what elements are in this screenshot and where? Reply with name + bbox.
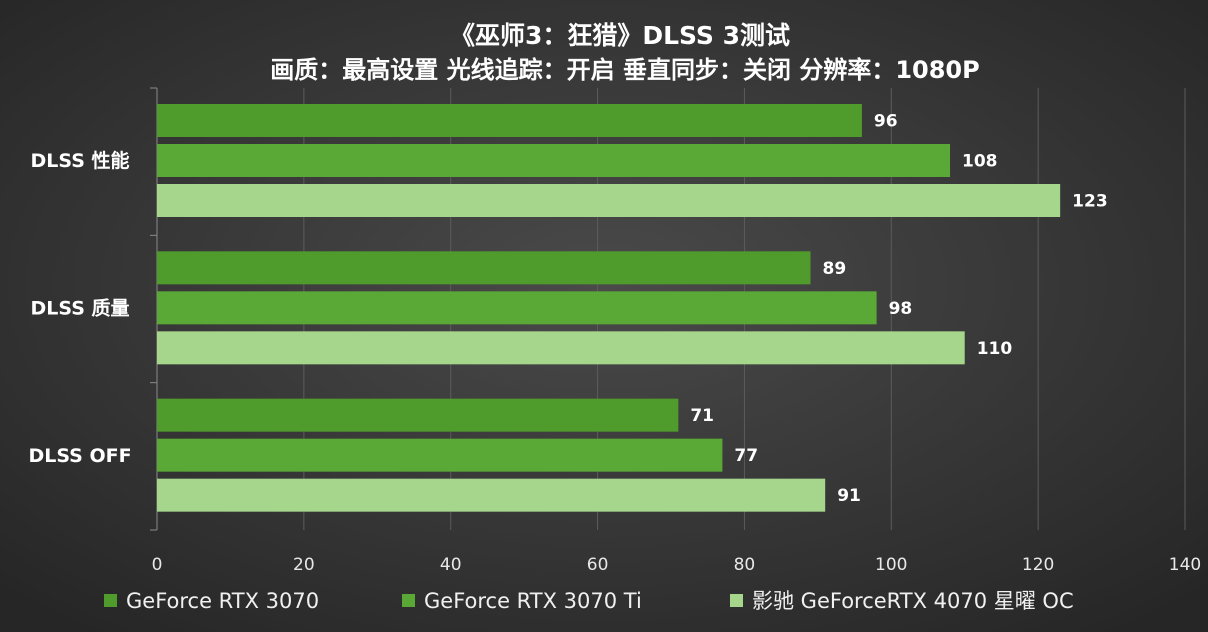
bar	[157, 251, 811, 285]
x-tick-label: 0	[152, 555, 163, 575]
x-tick-label: 60	[587, 555, 609, 575]
chart-title: 《巫师3：狂猎》DLSS 3测试	[450, 21, 790, 50]
bar	[157, 184, 1061, 217]
bar	[157, 438, 723, 472]
x-tick-label: 80	[734, 555, 756, 575]
y-tick-label: DLSS OFF	[28, 445, 131, 467]
x-tick-label: 140	[1169, 555, 1201, 575]
data-label: 96	[874, 112, 898, 132]
legend-swatch	[730, 594, 743, 607]
legend-swatch	[402, 594, 415, 607]
data-label: 91	[837, 486, 861, 506]
x-tick-label: 120	[1022, 555, 1054, 575]
data-label: 89	[823, 259, 847, 279]
legend-label: GeForce RTX 3070 Ti	[424, 589, 642, 613]
y-tick-label: DLSS 质量	[30, 298, 129, 320]
data-label: 98	[889, 299, 913, 319]
x-tick-label: 100	[875, 555, 907, 575]
bar	[157, 331, 965, 365]
data-label: 110	[977, 339, 1013, 359]
bar	[157, 478, 826, 512]
legend-label: GeForce RTX 3070	[126, 589, 319, 613]
legend-label: 影驰 GeForceRTX 4070 星曜 OC	[752, 589, 1074, 613]
chart-subtitle: 画质：最高设置 光线追踪：开启 垂直同步：关闭 分辨率：1080P	[270, 56, 979, 84]
x-tick-label: 40	[440, 555, 462, 575]
x-tick-label: 20	[293, 555, 315, 575]
data-label: 71	[690, 406, 714, 426]
data-label: 108	[962, 152, 998, 172]
data-label: 123	[1072, 192, 1108, 212]
legend-swatch	[104, 594, 117, 607]
bar	[157, 104, 862, 137]
bar	[157, 291, 877, 325]
data-label: 77	[734, 446, 758, 466]
bar	[157, 144, 951, 177]
bar	[157, 398, 679, 432]
y-tick-label: DLSS 性能	[30, 149, 129, 172]
